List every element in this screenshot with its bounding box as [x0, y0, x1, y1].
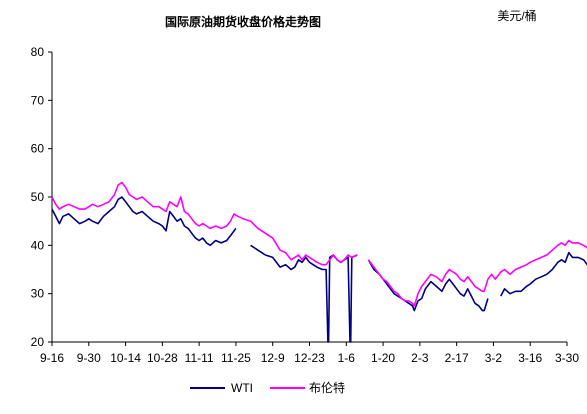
y-tick-label: 50 — [31, 190, 45, 204]
legend-label-wti: WTI — [231, 381, 253, 395]
series-line-brent — [51, 181, 587, 307]
y-tick-label: 70 — [31, 93, 45, 107]
y-tick-label: 60 — [31, 142, 45, 156]
x-tick-label: 11-25 — [221, 351, 251, 365]
x-tick-label: 9-16 — [40, 351, 64, 365]
x-tick-label: 1-6 — [338, 351, 356, 365]
x-tick-label: 11-11 — [185, 351, 214, 365]
series-lines — [51, 181, 587, 343]
x-tick-label: 2-3 — [411, 351, 429, 365]
x-tick-label: 2-17 — [445, 351, 469, 365]
y-tick-label: 80 — [31, 45, 45, 59]
x-tick-label: 12-9 — [261, 351, 285, 365]
y-tick-label: 30 — [31, 287, 45, 301]
x-tick-label: 9-30 — [77, 351, 101, 365]
x-ticks: 9-16 9-30 10-14 10-28 11-11 11-25 12-9 12-23 1-6… — [40, 342, 579, 365]
y-tick-label: 20 — [31, 335, 45, 349]
legend: WTI 布伦特 — [190, 380, 345, 395]
y-ticks: 20 30 40 50 60 70 80 — [31, 45, 52, 349]
x-tick-label: 1-20 — [371, 351, 395, 365]
x-tick-label: 10-14 — [110, 351, 141, 365]
y-tick-label: 40 — [31, 238, 45, 252]
series-line-wti — [51, 196, 587, 343]
x-tick-label: 12-23 — [294, 351, 325, 365]
x-tick-label: 3-30 — [555, 351, 579, 365]
x-tick-label: 3-16 — [518, 351, 542, 365]
legend-label-brent: 布伦特 — [309, 380, 345, 395]
x-tick-label: 3-2 — [485, 351, 503, 365]
unit-label: 美元/桶 — [497, 8, 536, 23]
x-tick-label: 10-28 — [147, 351, 178, 365]
chart-title: 国际原油期货收盘价格走势图 — [165, 14, 321, 29]
